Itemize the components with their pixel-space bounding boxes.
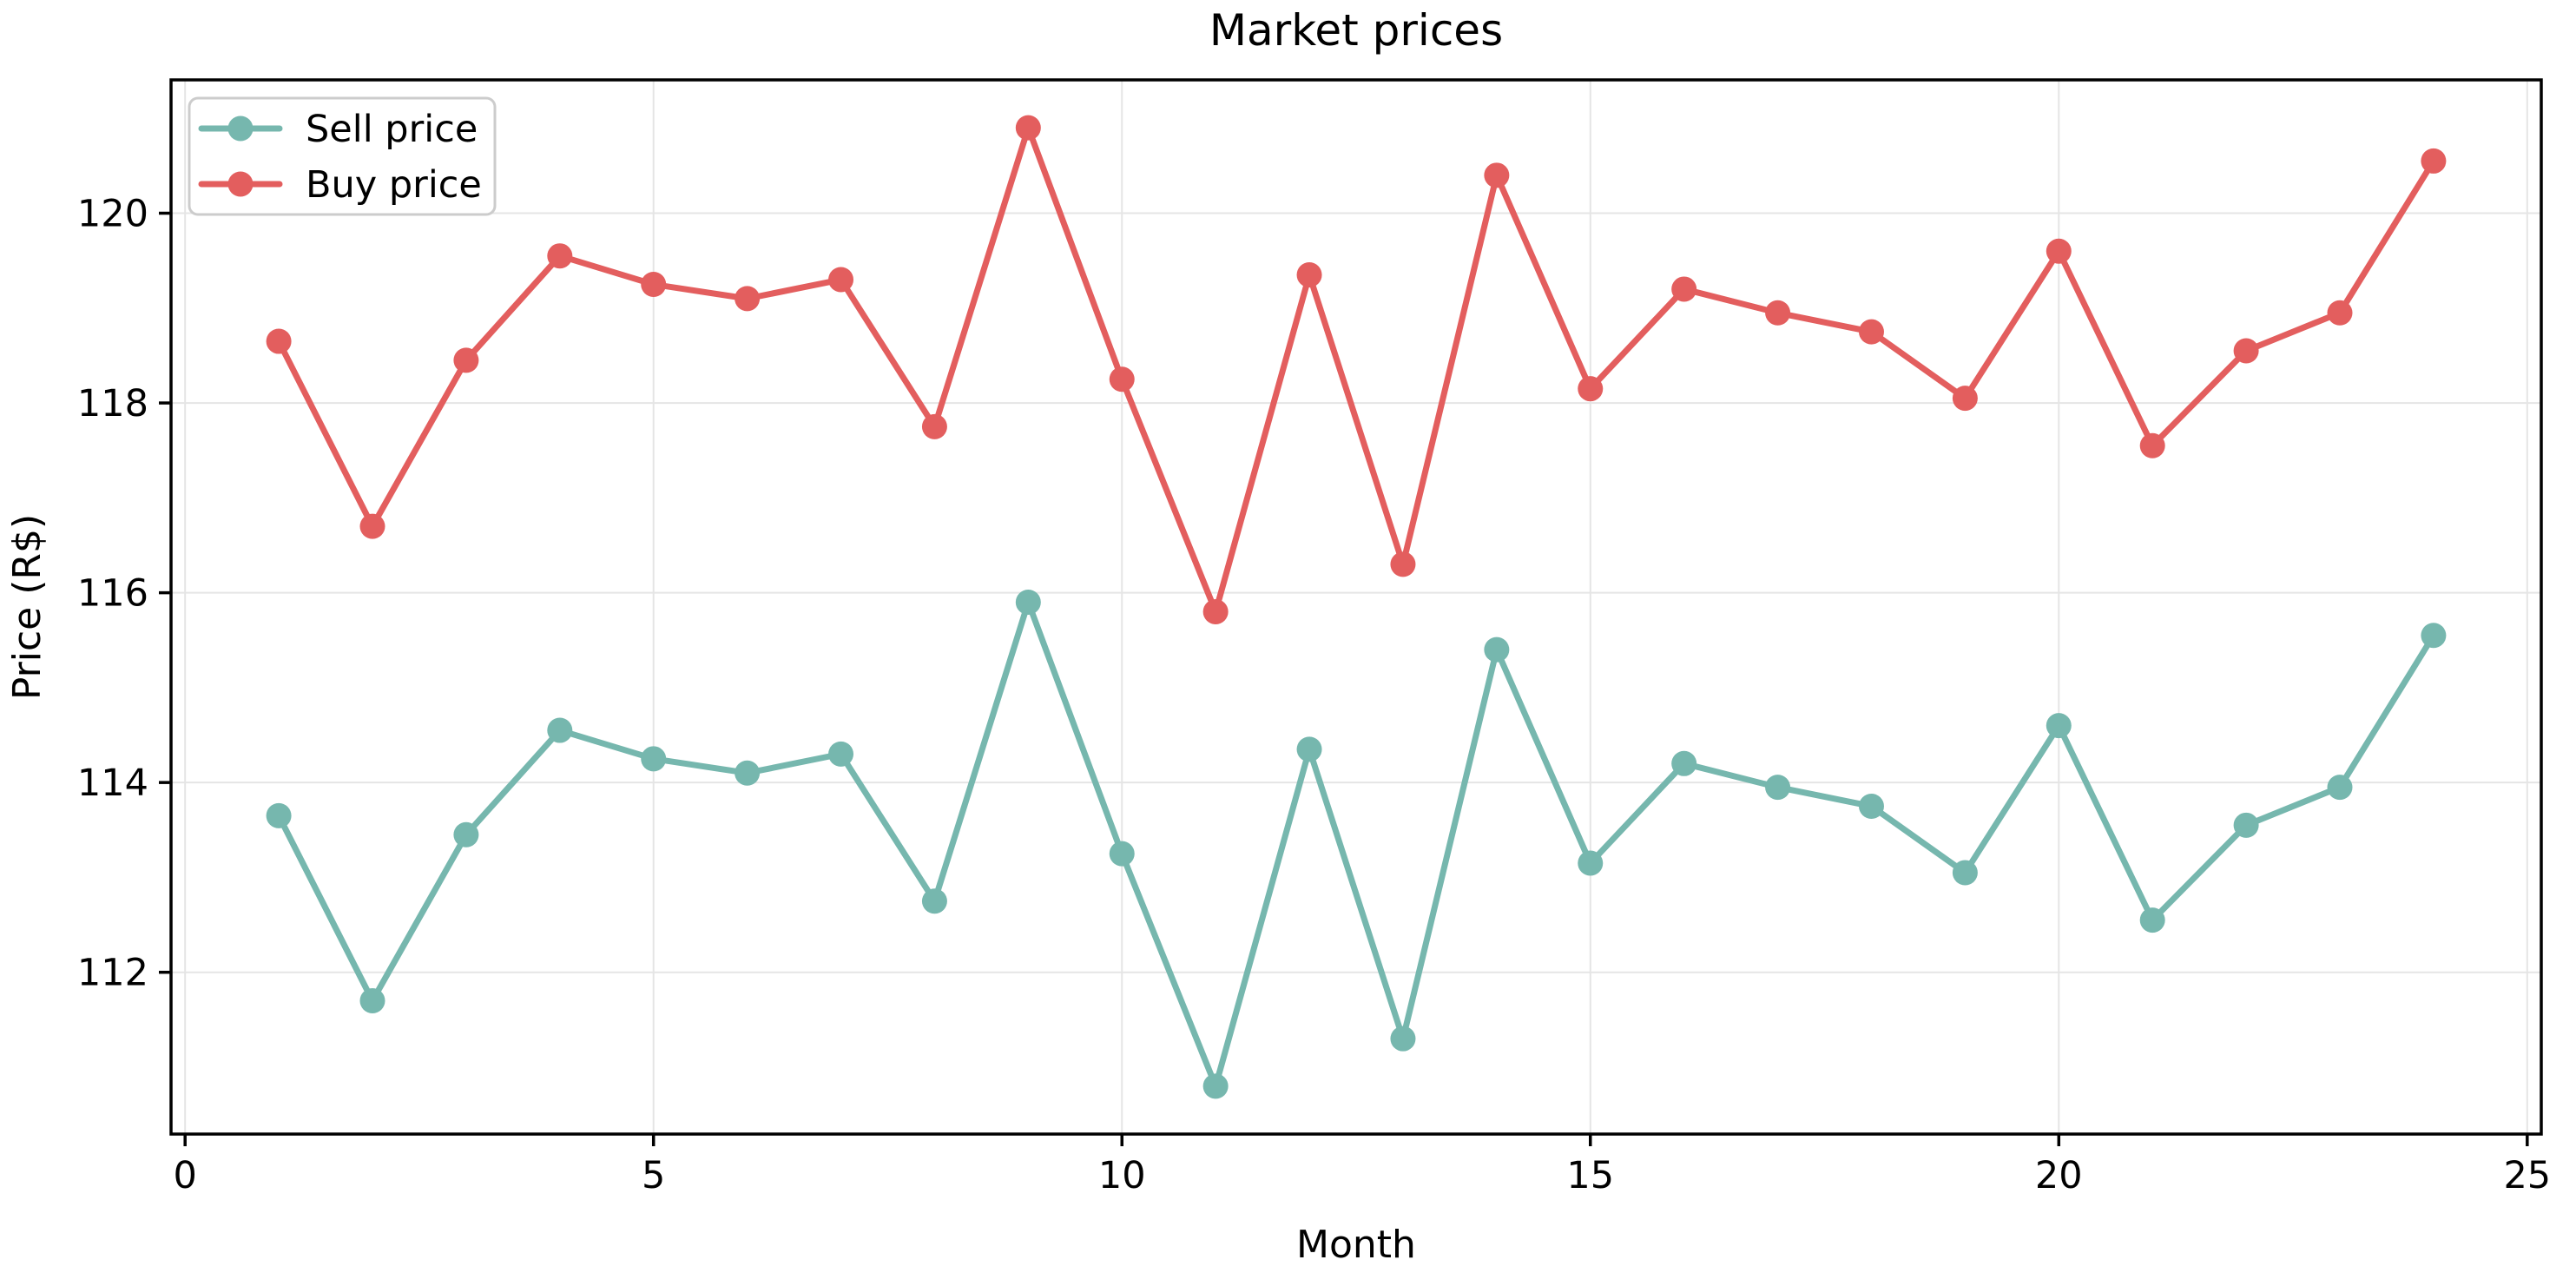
legend: Sell price Buy price — [188, 96, 497, 216]
data-point-marker — [735, 760, 761, 786]
series-line — [275, 124, 2437, 615]
data-point-marker — [1202, 598, 1229, 624]
legend-item-buy-price: Buy price — [198, 163, 482, 207]
legend-label: Sell price — [306, 108, 478, 151]
data-point-marker — [2327, 300, 2353, 326]
data-point-marker — [641, 746, 667, 772]
data-point-marker — [1765, 300, 1791, 326]
data-point-marker — [2139, 907, 2165, 933]
data-point-marker — [359, 987, 385, 1013]
x-tick-label: 5 — [642, 1154, 665, 1197]
data-point-marker — [921, 413, 947, 439]
data-point-marker — [1858, 793, 1884, 819]
x-tick-label: 25 — [2503, 1154, 2551, 1197]
data-point-marker — [2327, 775, 2353, 801]
tick-marks — [159, 211, 2529, 1146]
series-sell-price — [266, 590, 2447, 1099]
plot-area — [169, 78, 2543, 1136]
data-point-marker — [2139, 432, 2165, 458]
grid — [171, 80, 2541, 1134]
legend-marker — [227, 115, 254, 142]
data-point-marker — [1015, 115, 1041, 141]
data-point-marker — [1390, 1026, 1416, 1052]
data-point-marker — [1578, 850, 1604, 876]
x-tick-label: 20 — [2035, 1154, 2083, 1197]
chart-title: Market prices — [1209, 5, 1503, 56]
tick-labels: 0 5 10 15 20 25 112 114 116 118 120 — [77, 193, 2551, 1197]
data-point-marker — [2421, 623, 2447, 649]
series-layer — [266, 115, 2447, 1099]
data-point-marker — [2421, 148, 2447, 174]
data-point-marker — [735, 286, 761, 312]
data-point-marker — [1296, 736, 1322, 762]
data-point-marker — [1671, 276, 1697, 302]
y-tick-label: 112 — [77, 952, 148, 995]
y-tick-label: 114 — [77, 762, 148, 805]
y-tick-label: 118 — [77, 382, 148, 425]
data-point-marker — [2233, 812, 2259, 838]
y-axis-label: Price (R$) — [5, 514, 49, 700]
data-point-marker — [828, 267, 854, 293]
data-point-marker — [1109, 841, 1135, 867]
data-point-marker — [1671, 750, 1697, 776]
data-point-marker — [1765, 775, 1791, 801]
data-point-marker — [1858, 319, 1884, 345]
data-point-marker — [641, 271, 667, 297]
x-tick-label: 0 — [174, 1154, 197, 1197]
data-point-marker — [1578, 376, 1604, 402]
data-point-marker — [2233, 338, 2259, 364]
data-point-marker — [1015, 590, 1041, 616]
data-point-marker — [921, 888, 947, 914]
data-point-marker — [2046, 238, 2072, 264]
x-tick-label: 10 — [1098, 1154, 1146, 1197]
data-point-marker — [1390, 551, 1416, 577]
data-point-marker — [1952, 386, 1978, 412]
legend-item-sell-price: Sell price — [198, 108, 478, 151]
data-point-marker — [1109, 366, 1135, 392]
data-point-marker — [547, 243, 573, 269]
data-point-marker — [359, 513, 385, 539]
series-line — [275, 599, 2437, 1090]
y-tick-label: 116 — [77, 572, 148, 616]
data-point-marker — [828, 741, 854, 767]
data-point-marker — [547, 717, 573, 743]
axes — [169, 78, 2543, 1136]
data-point-marker — [1484, 162, 1510, 188]
y-tick-label: 120 — [77, 193, 148, 236]
data-point-marker — [266, 802, 292, 828]
data-point-marker — [1296, 262, 1322, 288]
data-point-marker — [1202, 1073, 1229, 1099]
series-buy-price — [266, 115, 2447, 624]
data-point-marker — [453, 821, 479, 848]
x-axis-label: Month — [1296, 1223, 1416, 1267]
legend-marker — [227, 171, 254, 197]
legend-label: Buy price — [306, 163, 482, 207]
data-point-marker — [266, 328, 292, 354]
data-point-marker — [2046, 713, 2072, 739]
x-tick-label: 15 — [1566, 1154, 1614, 1197]
data-point-marker — [453, 347, 479, 373]
data-point-marker — [1484, 636, 1510, 663]
data-point-marker — [1952, 860, 1978, 886]
